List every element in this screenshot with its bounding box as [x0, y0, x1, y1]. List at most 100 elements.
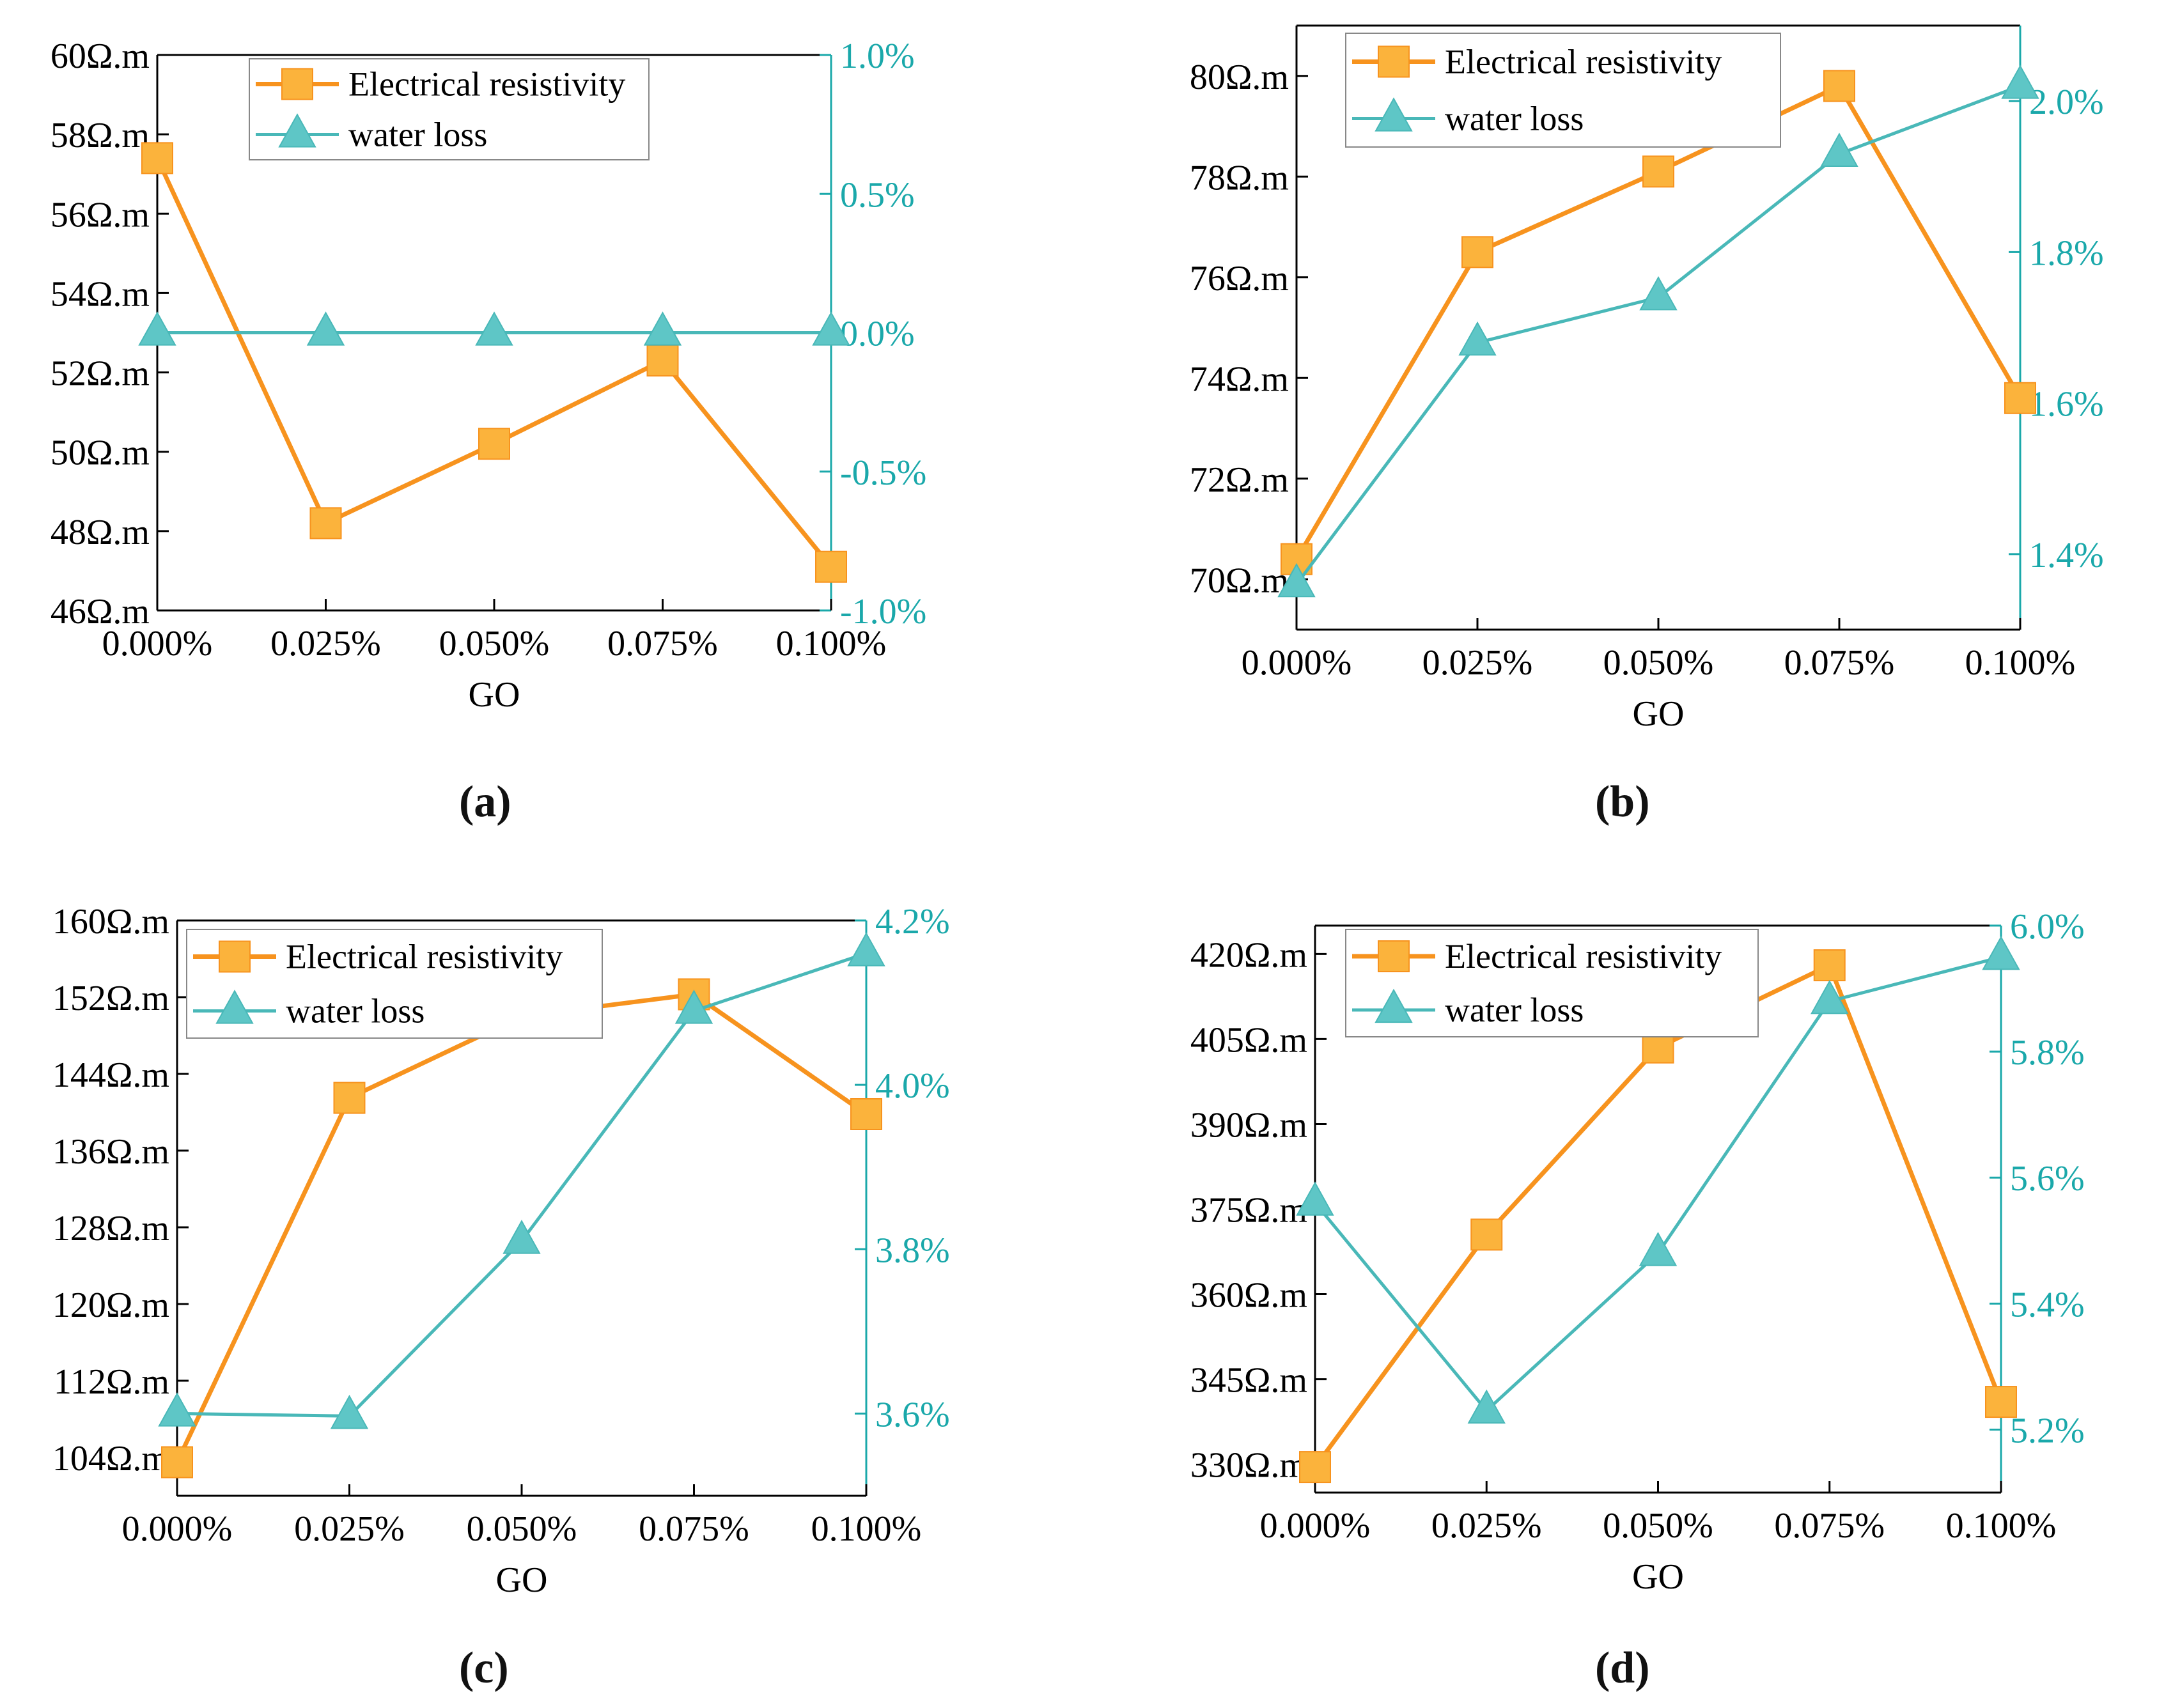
water-loss-point: [1277, 563, 1316, 598]
x-tick-label: 0.075%: [1774, 1506, 1885, 1546]
water-loss-point: [330, 1394, 369, 1429]
water-loss-point: [1467, 1389, 1506, 1424]
resistivity-point: [1470, 1218, 1503, 1251]
left-tick-label: 405Ω.m: [1190, 1020, 1307, 1060]
legend: Electrical resistivity water loss: [186, 929, 603, 1039]
panel-label-d: (d): [1595, 1643, 1650, 1693]
resistivity-point: [478, 428, 510, 460]
left-tick-label: 160Ω.m: [52, 902, 169, 942]
legend-square-marker: [1378, 45, 1410, 78]
right-tick-label: 5.4%: [2010, 1285, 2085, 1324]
resistivity-point: [646, 344, 679, 377]
x-tick-label: 0.075%: [607, 624, 718, 664]
right-tick-label: -0.5%: [840, 453, 926, 493]
right-tick-label: 3.8%: [875, 1231, 950, 1270]
legend-label: water loss: [1445, 991, 1584, 1029]
resistivity-point: [1985, 1386, 2017, 1418]
x-axis-title: GO: [469, 675, 520, 715]
right-tick-label: -1.0%: [840, 592, 926, 632]
left-tick-label: 360Ω.m: [1190, 1276, 1307, 1316]
left-tick-label: 60Ω.m: [51, 36, 150, 76]
x-tick-label: 0.025%: [1431, 1506, 1542, 1546]
x-tick-label: 0.050%: [1603, 643, 1714, 683]
x-tick-label: 0.100%: [811, 1509, 922, 1549]
water-loss-point: [847, 932, 885, 967]
x-axis-title: GO: [1633, 694, 1685, 734]
legend-label: Electrical resistivity: [1445, 43, 1722, 81]
left-tick-label: 52Ω.m: [51, 354, 150, 394]
resistivity-point: [1813, 949, 1846, 982]
right-tick-label: 1.8%: [2029, 233, 2104, 273]
resistivity-point: [850, 1098, 882, 1130]
legend-label: water loss: [1445, 100, 1584, 138]
left-tick-label: 136Ω.m: [52, 1132, 169, 1172]
right-tick-label: 1.0%: [840, 36, 915, 76]
left-tick-label: 76Ω.m: [1190, 259, 1289, 299]
resistivity-point: [333, 1082, 366, 1114]
water-loss-point: [812, 311, 850, 346]
x-axis-title: GO: [1632, 1557, 1684, 1597]
left-tick-label: 128Ω.m: [52, 1209, 169, 1248]
x-tick-label: 0.075%: [639, 1509, 749, 1549]
resistivity-point: [815, 550, 847, 583]
legend-square-marker: [281, 68, 313, 100]
legend-box: [186, 929, 603, 1039]
water-loss-point: [643, 311, 682, 346]
resistivity-point: [1299, 1451, 1331, 1484]
legend-label: Electrical resistivity: [348, 65, 625, 104]
left-tick-label: 72Ω.m: [1190, 460, 1289, 500]
left-tick-label: 345Ω.m: [1190, 1361, 1307, 1401]
right-tick-label: 6.0%: [2010, 907, 2085, 947]
left-tick-label: 330Ω.m: [1190, 1446, 1307, 1486]
x-tick-label: 0.050%: [467, 1509, 577, 1549]
legend-box: [1345, 33, 1781, 148]
resistivity-point: [309, 507, 342, 540]
water-loss-point: [1639, 276, 1678, 311]
right-tick-label: 3.6%: [875, 1395, 950, 1434]
x-tick-label: 0.000%: [122, 1509, 233, 1549]
left-tick-label: 56Ω.m: [51, 195, 150, 235]
water-loss-point: [2001, 65, 2039, 99]
resistivity-point: [161, 1446, 193, 1479]
legend-box: [1345, 929, 1759, 1037]
right-tick-label: 0.0%: [840, 314, 915, 354]
left-tick-label: 375Ω.m: [1190, 1191, 1307, 1231]
resistivity-line: [155, 157, 833, 568]
legend: Electrical resistivity water loss: [249, 58, 650, 160]
resistivity-point: [1823, 70, 1855, 102]
left-tick-label: 104Ω.m: [52, 1439, 169, 1479]
water-loss-point: [1639, 1232, 1678, 1266]
legend-box: [249, 58, 650, 160]
legend-label: water loss: [348, 116, 487, 154]
legend-square-marker: [219, 940, 251, 973]
chart-a: 46Ω.m 48Ω.m 50Ω.m 52Ω.m 54Ω.m 56Ω.m 58Ω.m 60Ω.m…: [51, 36, 926, 715]
left-tick-label: 80Ω.m: [1190, 58, 1289, 97]
water-loss-point: [475, 311, 513, 346]
resistivity-point: [2004, 382, 2036, 414]
panel-label-b: (b): [1595, 777, 1650, 827]
x-tick-label: 0.050%: [1603, 1506, 1713, 1546]
water-loss-point: [1820, 132, 1858, 167]
resistivity-point: [141, 142, 173, 175]
legend-triangle-marker: [1375, 988, 1413, 1023]
left-tick-label: 54Ω.m: [51, 274, 150, 314]
left-tick-label: 78Ω.m: [1190, 158, 1289, 198]
left-tick-label: 390Ω.m: [1190, 1105, 1307, 1145]
left-tick-label: 58Ω.m: [51, 116, 150, 155]
x-tick-label: 0.025%: [270, 624, 381, 664]
chart-b: 70Ω.m 72Ω.m 74Ω.m 76Ω.m 78Ω.m 80Ω.m 1.4% 1.6% 1.…: [1190, 24, 2104, 734]
x-tick-label: 0.050%: [439, 624, 550, 664]
legend-triangle-marker: [1375, 97, 1413, 132]
right-tick-label: 4.2%: [875, 902, 950, 942]
right-tick-label: 5.2%: [2010, 1411, 2085, 1450]
left-tick-label: 120Ω.m: [52, 1285, 169, 1325]
left-tick-label: 152Ω.m: [52, 979, 169, 1018]
x-tick-label: 0.000%: [1260, 1506, 1371, 1546]
resistivity-point: [1642, 155, 1674, 188]
left-tick-label: 70Ω.m: [1190, 561, 1289, 600]
water-loss-point: [158, 1392, 196, 1427]
left-tick-label: 420Ω.m: [1190, 935, 1307, 975]
left-tick-label: 144Ω.m: [52, 1055, 169, 1095]
x-tick-label: 0.000%: [1242, 643, 1352, 683]
right-tick-label: 1.6%: [2029, 385, 2104, 424]
